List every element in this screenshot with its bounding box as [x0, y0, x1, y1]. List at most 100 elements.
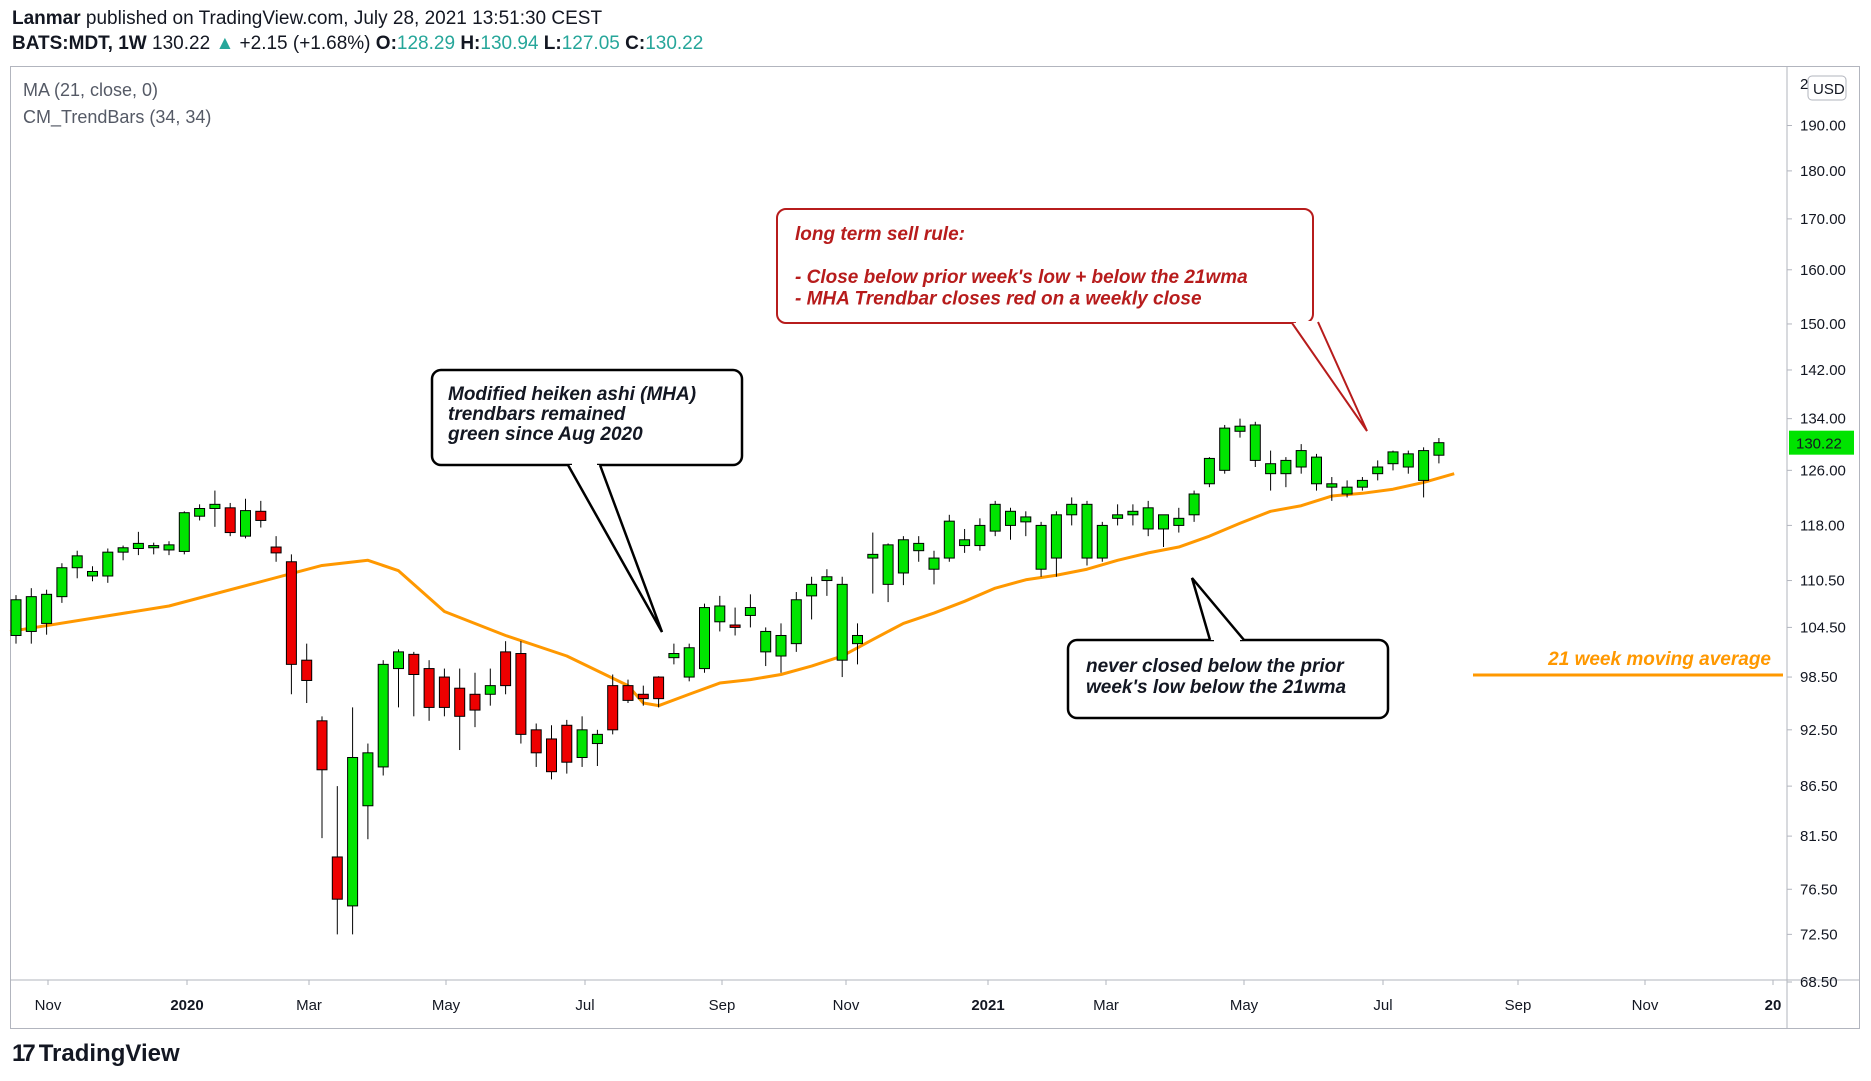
candle[interactable]: [209, 490, 221, 527]
candle[interactable]: [989, 500, 1001, 537]
candle[interactable]: [1066, 497, 1078, 526]
candle[interactable]: [775, 623, 787, 673]
candle[interactable]: [1035, 521, 1047, 577]
candle[interactable]: [1096, 521, 1108, 562]
candle[interactable]: [1203, 457, 1215, 488]
candle[interactable]: [1295, 444, 1307, 474]
tradingview-logo[interactable]: 17 TradingView: [12, 1040, 180, 1068]
candle[interactable]: [683, 643, 695, 682]
candle[interactable]: [943, 514, 955, 562]
candle[interactable]: [224, 502, 236, 537]
candle[interactable]: [393, 649, 404, 708]
candle[interactable]: [301, 643, 313, 704]
candle[interactable]: [377, 660, 389, 776]
candle[interactable]: [1372, 460, 1384, 481]
candle[interactable]: [1249, 421, 1261, 468]
candle[interactable]: [1005, 507, 1016, 540]
candle[interactable]: [744, 594, 756, 628]
candle[interactable]: [484, 668, 496, 706]
candle[interactable]: [867, 532, 879, 594]
candle[interactable]: [561, 719, 573, 774]
candle[interactable]: [546, 725, 557, 780]
candle[interactable]: [1050, 511, 1062, 577]
candle[interactable]: [469, 672, 481, 728]
candle[interactable]: [117, 545, 129, 561]
candle[interactable]: [1020, 511, 1032, 537]
candle[interactable]: [408, 651, 420, 717]
candle[interactable]: [882, 543, 894, 603]
legend-trendbars[interactable]: CM_TrendBars (34, 34): [23, 107, 211, 128]
candle[interactable]: [806, 576, 818, 620]
candle[interactable]: [836, 576, 848, 678]
candle[interactable]: [1219, 424, 1231, 474]
chart-frame[interactable]: [10, 66, 1860, 1029]
candle[interactable]: [714, 595, 726, 632]
candle[interactable]: [132, 531, 144, 556]
candle[interactable]: [41, 589, 53, 635]
candle[interactable]: [255, 500, 267, 528]
candle[interactable]: [913, 536, 925, 562]
candle[interactable]: [1188, 490, 1200, 522]
candle[interactable]: [285, 554, 297, 695]
candle[interactable]: [1341, 480, 1353, 498]
candle[interactable]: [25, 588, 37, 644]
currency-label[interactable]: USD: [1813, 81, 1845, 98]
candle[interactable]: [331, 786, 343, 935]
candle[interactable]: [1356, 477, 1368, 491]
candle[interactable]: [959, 528, 971, 553]
candle[interactable]: [1127, 504, 1139, 526]
candle[interactable]: [530, 723, 542, 767]
candle[interactable]: [1112, 504, 1124, 526]
candle[interactable]: [454, 668, 466, 751]
candle[interactable]: [71, 550, 83, 579]
candle[interactable]: [347, 707, 359, 935]
candle[interactable]: [500, 641, 512, 695]
candle[interactable]: [148, 542, 160, 555]
candle[interactable]: [1173, 507, 1185, 533]
candle[interactable]: [1311, 453, 1322, 491]
author-name[interactable]: Lanmar: [12, 8, 81, 29]
candle[interactable]: [194, 504, 206, 521]
candle[interactable]: [10, 595, 22, 644]
candle[interactable]: [821, 569, 833, 596]
candle[interactable]: [576, 716, 588, 767]
candle[interactable]: [240, 498, 251, 539]
candle[interactable]: [852, 623, 863, 665]
candle[interactable]: [1234, 418, 1246, 438]
legend-ma[interactable]: MA (21, close, 0): [23, 80, 158, 100]
candle[interactable]: [1142, 500, 1154, 537]
candle[interactable]: [515, 641, 527, 744]
candle[interactable]: [637, 685, 649, 706]
candle[interactable]: [607, 674, 619, 735]
candle[interactable]: [438, 668, 450, 717]
candle[interactable]: [1418, 447, 1430, 498]
candle[interactable]: [163, 541, 175, 556]
candle[interactable]: [1387, 450, 1399, 471]
candle[interactable]: [316, 716, 328, 839]
candle[interactable]: [729, 607, 741, 636]
candle[interactable]: [1402, 450, 1414, 474]
candle[interactable]: [653, 676, 665, 708]
candle[interactable]: [591, 729, 603, 766]
candle[interactable]: [56, 563, 68, 603]
candle[interactable]: [622, 679, 634, 704]
candle[interactable]: [1326, 477, 1338, 501]
candle[interactable]: [790, 592, 802, 652]
candle[interactable]: [178, 511, 190, 555]
candle[interactable]: [1433, 438, 1445, 464]
candle[interactable]: [897, 536, 909, 586]
candle[interactable]: [1158, 514, 1169, 548]
candle[interactable]: [699, 603, 710, 673]
candle[interactable]: [102, 548, 114, 583]
ma-21-line[interactable]: [9, 472, 1455, 708]
candle[interactable]: [270, 536, 282, 562]
candle[interactable]: [1265, 450, 1277, 491]
candle[interactable]: [1081, 500, 1093, 566]
candle[interactable]: [423, 660, 435, 721]
candle[interactable]: [974, 518, 986, 551]
candle[interactable]: [362, 743, 374, 840]
candle[interactable]: [1280, 457, 1292, 488]
candle[interactable]: [760, 627, 772, 667]
candle[interactable]: [668, 643, 680, 665]
